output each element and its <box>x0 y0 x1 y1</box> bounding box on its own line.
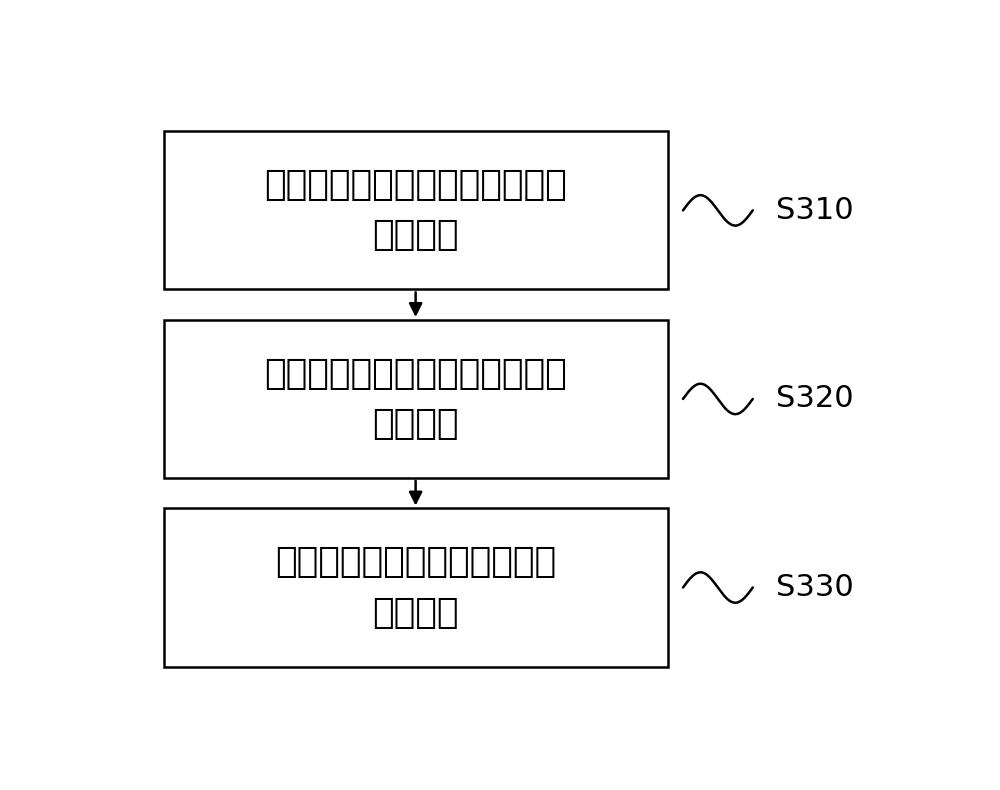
FancyBboxPatch shape <box>164 320 668 478</box>
Text: S320: S320 <box>776 385 854 413</box>
Text: S330: S330 <box>776 573 854 602</box>
Text: S310: S310 <box>776 196 854 225</box>
Text: 获得第二组调节阀开度和排气湿
度对应値: 获得第二组调节阀开度和排气湿 度对应値 <box>264 357 567 441</box>
FancyBboxPatch shape <box>164 131 668 289</box>
Text: 获得第一组调节阀开度和排气湿
度对应値: 获得第一组调节阀开度和排气湿 度对应値 <box>264 168 567 253</box>
Text: 得到排气湿度和调节阀开度的
对应关系: 得到排气湿度和调节阀开度的 对应关系 <box>275 545 556 630</box>
FancyBboxPatch shape <box>164 509 668 667</box>
